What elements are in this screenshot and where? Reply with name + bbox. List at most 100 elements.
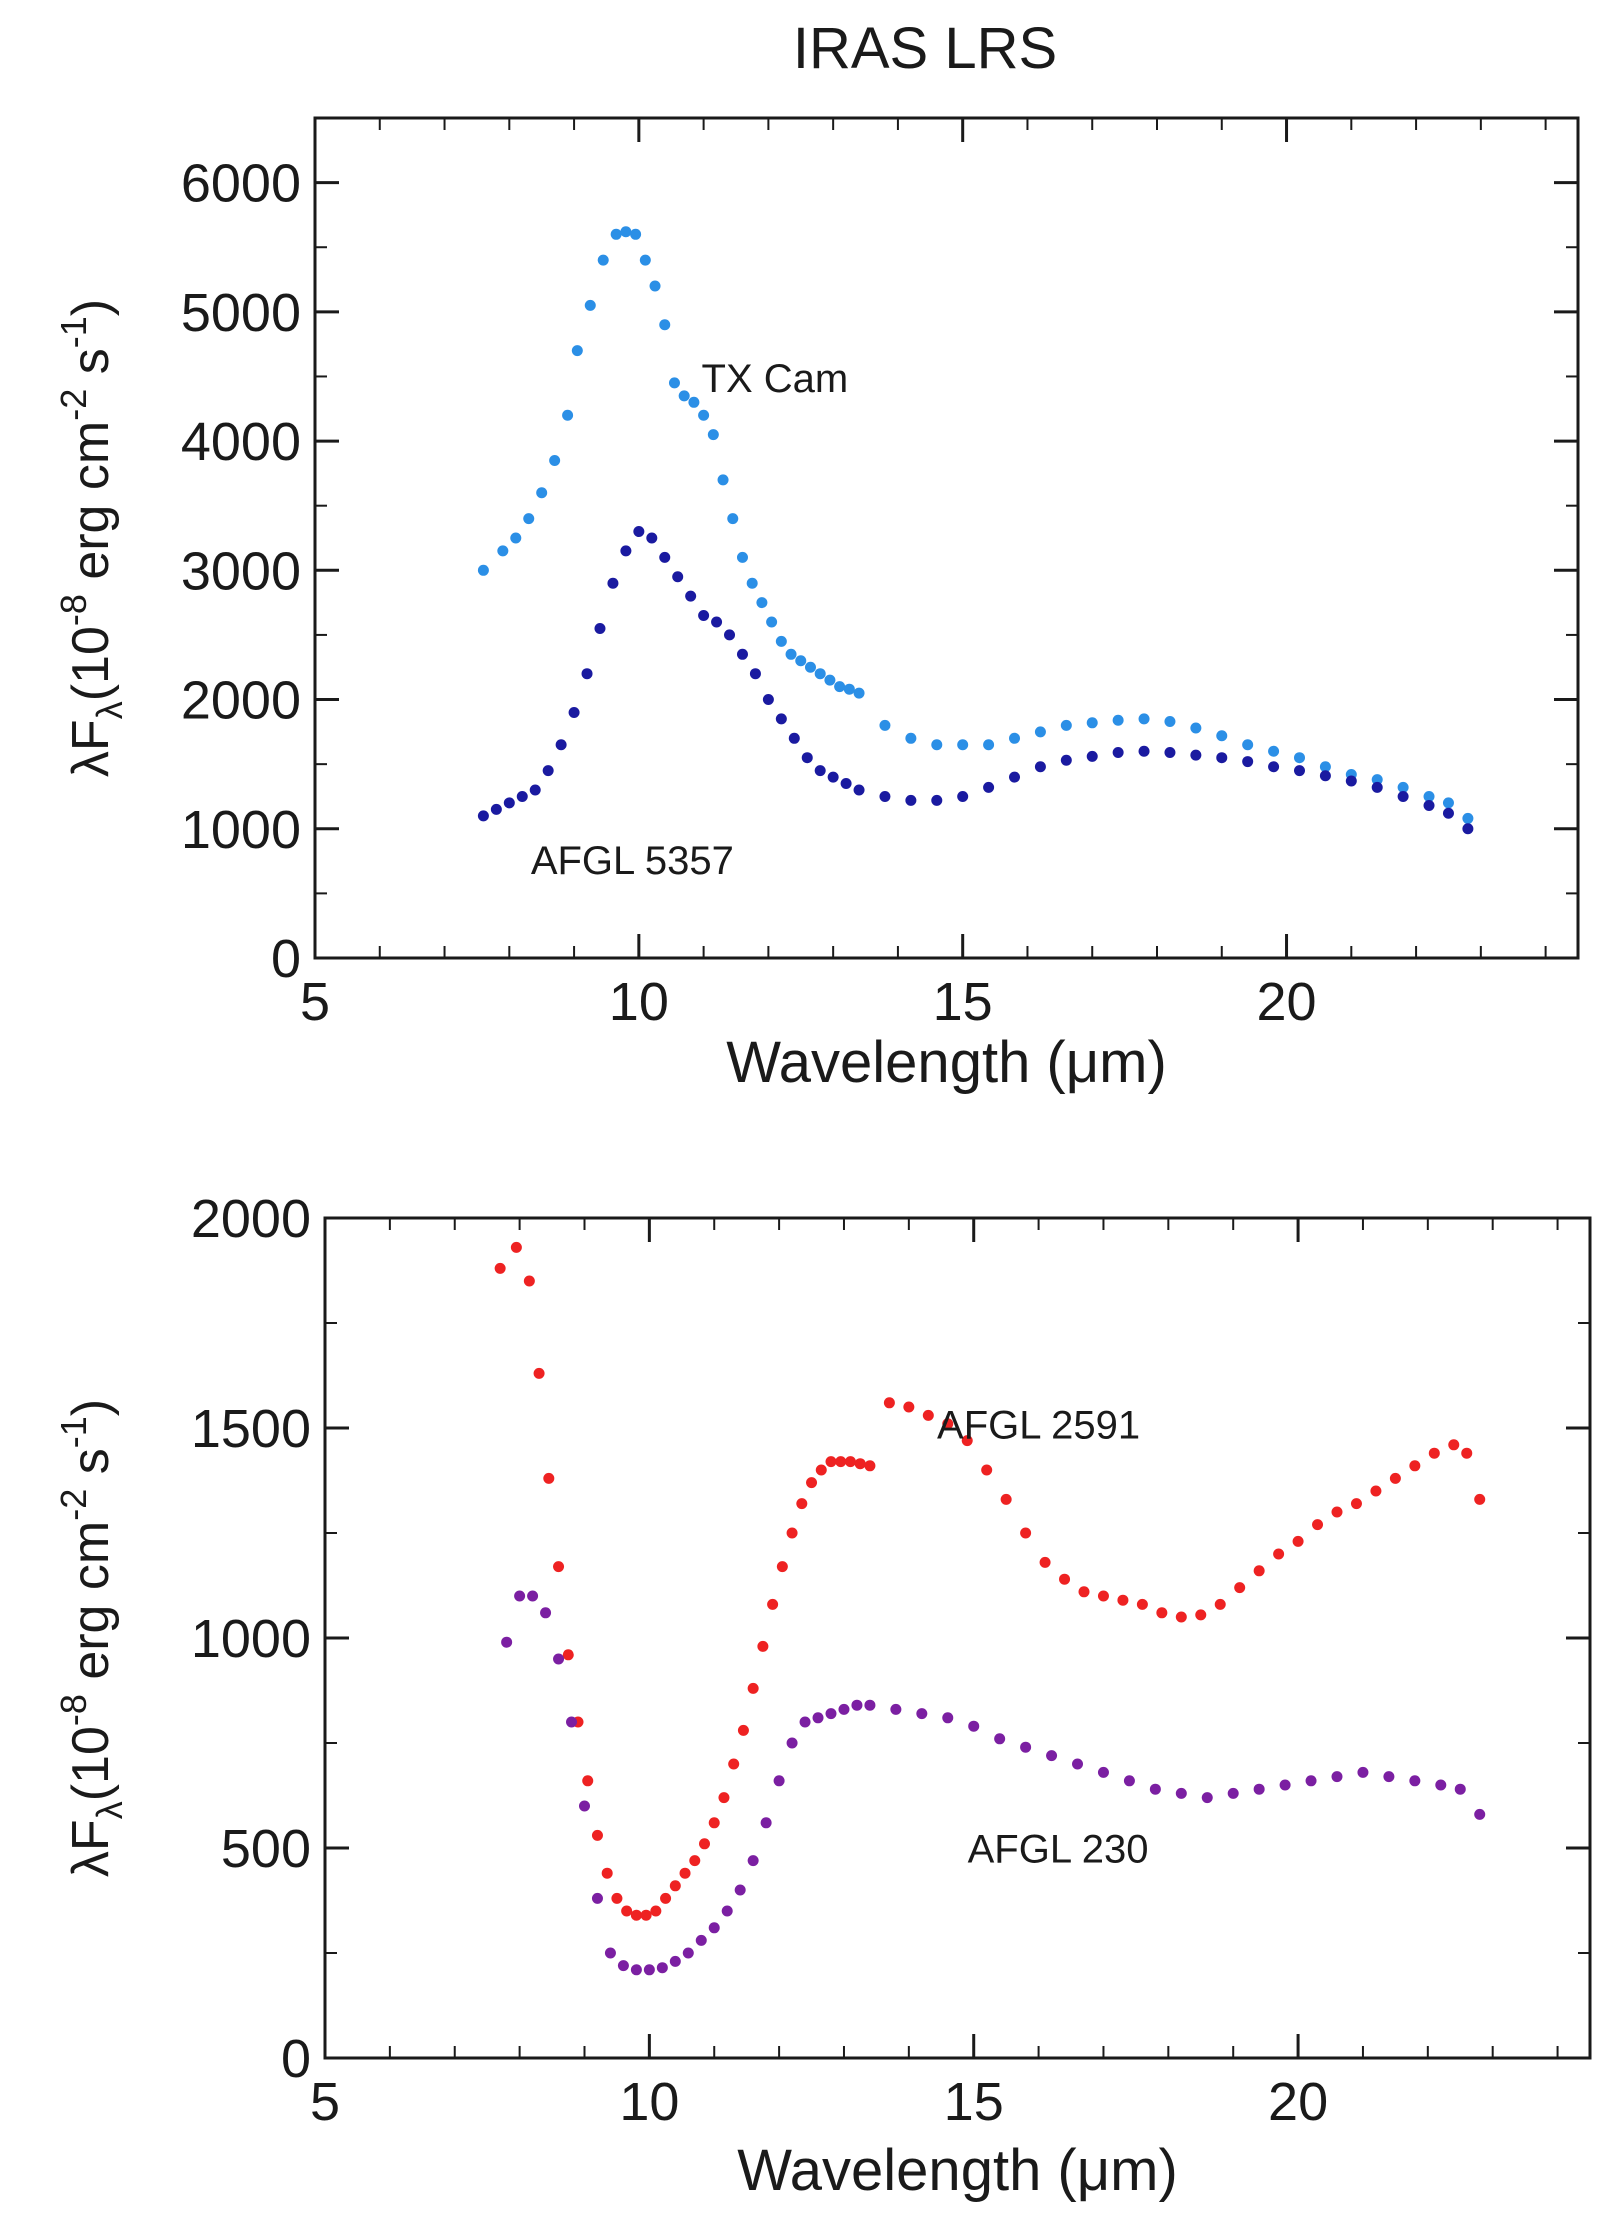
data-point-afgl-5357 — [581, 668, 593, 680]
data-point-afgl-230 — [1253, 1783, 1265, 1795]
data-point-afgl-5357 — [633, 526, 645, 538]
data-point-tx-cam — [510, 532, 522, 544]
data-point-tx-cam — [905, 732, 917, 744]
x-tick-label: 5 — [300, 972, 330, 1032]
data-point-afgl-230 — [838, 1703, 850, 1715]
data-point-tx-cam — [843, 683, 855, 695]
data-point-afgl-2591 — [669, 1880, 681, 1892]
data-point-tx-cam — [1138, 713, 1150, 725]
data-point-afgl-2591 — [660, 1892, 672, 1904]
data-point-afgl-2591 — [689, 1855, 701, 1867]
ylabel-open: (10 — [62, 626, 120, 701]
ylabel-sub: λ — [89, 1801, 130, 1819]
data-point-afgl-230 — [1227, 1787, 1239, 1799]
data-point-afgl-2591 — [1448, 1439, 1460, 1451]
data-point-afgl-230 — [527, 1590, 539, 1602]
data-point-tx-cam — [610, 228, 622, 240]
data-point-afgl-5357 — [490, 803, 502, 815]
data-point-afgl-2591 — [1331, 1506, 1343, 1518]
data-point-afgl-5357 — [1268, 761, 1280, 773]
data-point-afgl-2591 — [864, 1460, 876, 1472]
ylabel-sup3: -1 — [53, 1416, 94, 1448]
data-point-tx-cam — [688, 396, 700, 408]
data-point-afgl-5357 — [568, 706, 580, 718]
data-point-tx-cam — [523, 513, 535, 525]
data-point-afgl-230 — [916, 1708, 928, 1720]
data-point-afgl-230 — [1097, 1766, 1109, 1778]
data-point-tx-cam — [795, 655, 807, 667]
data-point-afgl-230 — [1454, 1783, 1466, 1795]
data-point-afgl-5357 — [594, 622, 606, 634]
data-point-afgl-2591 — [1214, 1598, 1226, 1610]
data-point-tx-cam — [1112, 714, 1124, 726]
series-annotation: TX Cam — [702, 357, 849, 401]
data-point-tx-cam — [1397, 781, 1409, 793]
data-point-tx-cam — [1086, 717, 1098, 729]
x-tick-label: 15 — [933, 972, 993, 1032]
data-point-afgl-5357 — [957, 790, 969, 802]
data-point-tx-cam — [597, 254, 609, 266]
data-point-afgl-5357 — [672, 571, 684, 583]
data-point-afgl-230 — [695, 1934, 707, 1946]
data-point-afgl-5357 — [1009, 771, 1021, 783]
data-point-afgl-230 — [604, 1947, 616, 1959]
data-point-afgl-5357 — [1442, 807, 1454, 819]
data-point-afgl-5357 — [814, 765, 826, 777]
data-point-afgl-5357 — [775, 713, 787, 725]
data-point-afgl-2591 — [523, 1275, 535, 1287]
data-point-afgl-2591 — [981, 1464, 993, 1476]
data-point-afgl-2591 — [562, 1649, 574, 1661]
data-point-afgl-2591 — [582, 1775, 594, 1787]
data-point-afgl-2591 — [708, 1817, 720, 1829]
data-point-afgl-2591 — [728, 1758, 740, 1770]
data-point-afgl-230 — [851, 1699, 863, 1711]
data-point-afgl-230 — [1123, 1775, 1135, 1787]
ylabel-sup1: -8 — [53, 1694, 94, 1726]
data-point-afgl-230 — [786, 1737, 798, 1749]
data-point-afgl-230 — [1149, 1783, 1161, 1795]
data-point-afgl-2591 — [1156, 1607, 1168, 1619]
data-point-afgl-230 — [890, 1703, 902, 1715]
y-tick-label: 2000 — [191, 1189, 311, 1249]
data-point-afgl-2591 — [1175, 1611, 1187, 1623]
data-point-afgl-5357 — [749, 668, 761, 680]
data-point-afgl-230 — [747, 1855, 759, 1867]
data-point-tx-cam — [1442, 797, 1454, 809]
data-point-afgl-2591 — [1078, 1586, 1090, 1598]
data-point-afgl-5357 — [711, 616, 723, 628]
data-point-tx-cam — [736, 551, 748, 563]
data-point-afgl-2591 — [1312, 1519, 1324, 1531]
data-point-tx-cam — [957, 739, 969, 751]
data-point-afgl-2591 — [757, 1640, 769, 1652]
data-point-afgl-230 — [799, 1716, 811, 1728]
data-point-afgl-230 — [968, 1720, 980, 1732]
data-point-afgl-5357 — [1034, 761, 1046, 773]
data-point-afgl-230 — [760, 1817, 772, 1829]
data-point-afgl-2591 — [1292, 1535, 1304, 1547]
y-axis-label-bottom: λFλ(10-8 erg cm-2 s-1) — [53, 1399, 130, 1877]
data-point-tx-cam — [1009, 732, 1021, 744]
data-point-afgl-2591 — [1039, 1556, 1051, 1568]
data-point-afgl-2591 — [942, 1418, 954, 1430]
data-point-afgl-2591 — [1059, 1573, 1071, 1585]
data-point-afgl-230 — [578, 1800, 590, 1812]
data-point-afgl-230 — [708, 1922, 720, 1934]
data-point-afgl-5357 — [736, 648, 748, 660]
data-point-afgl-2591 — [543, 1472, 555, 1484]
data-point-afgl-2591 — [1461, 1447, 1473, 1459]
data-point-afgl-230 — [812, 1712, 824, 1724]
data-point-afgl-5357 — [698, 610, 710, 622]
data-point-afgl-2591 — [553, 1561, 565, 1573]
data-point-tx-cam — [1371, 774, 1383, 786]
data-point-afgl-230 — [501, 1636, 513, 1648]
data-point-afgl-2591 — [883, 1397, 895, 1409]
data-point-afgl-2591 — [786, 1527, 798, 1539]
data-point-afgl-2591 — [718, 1792, 730, 1804]
data-point-afgl-5357 — [788, 732, 800, 744]
y-tick-label: 1000 — [181, 800, 301, 860]
data-point-afgl-5357 — [840, 778, 852, 790]
ylabel-close: ) — [62, 1399, 120, 1416]
data-point-tx-cam — [620, 226, 632, 238]
data-point-afgl-2591 — [903, 1401, 915, 1413]
